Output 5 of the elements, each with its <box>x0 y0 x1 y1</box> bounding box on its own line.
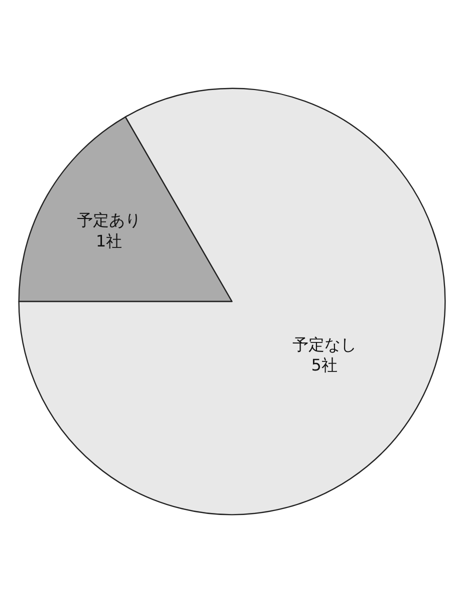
slice-label: 予定あり <box>76 210 141 230</box>
slice-label: 予定なし <box>292 334 356 354</box>
data-label: 5社 <box>311 356 338 375</box>
pie-slice <box>18 88 446 516</box>
data-label: 1社 <box>96 231 122 250</box>
